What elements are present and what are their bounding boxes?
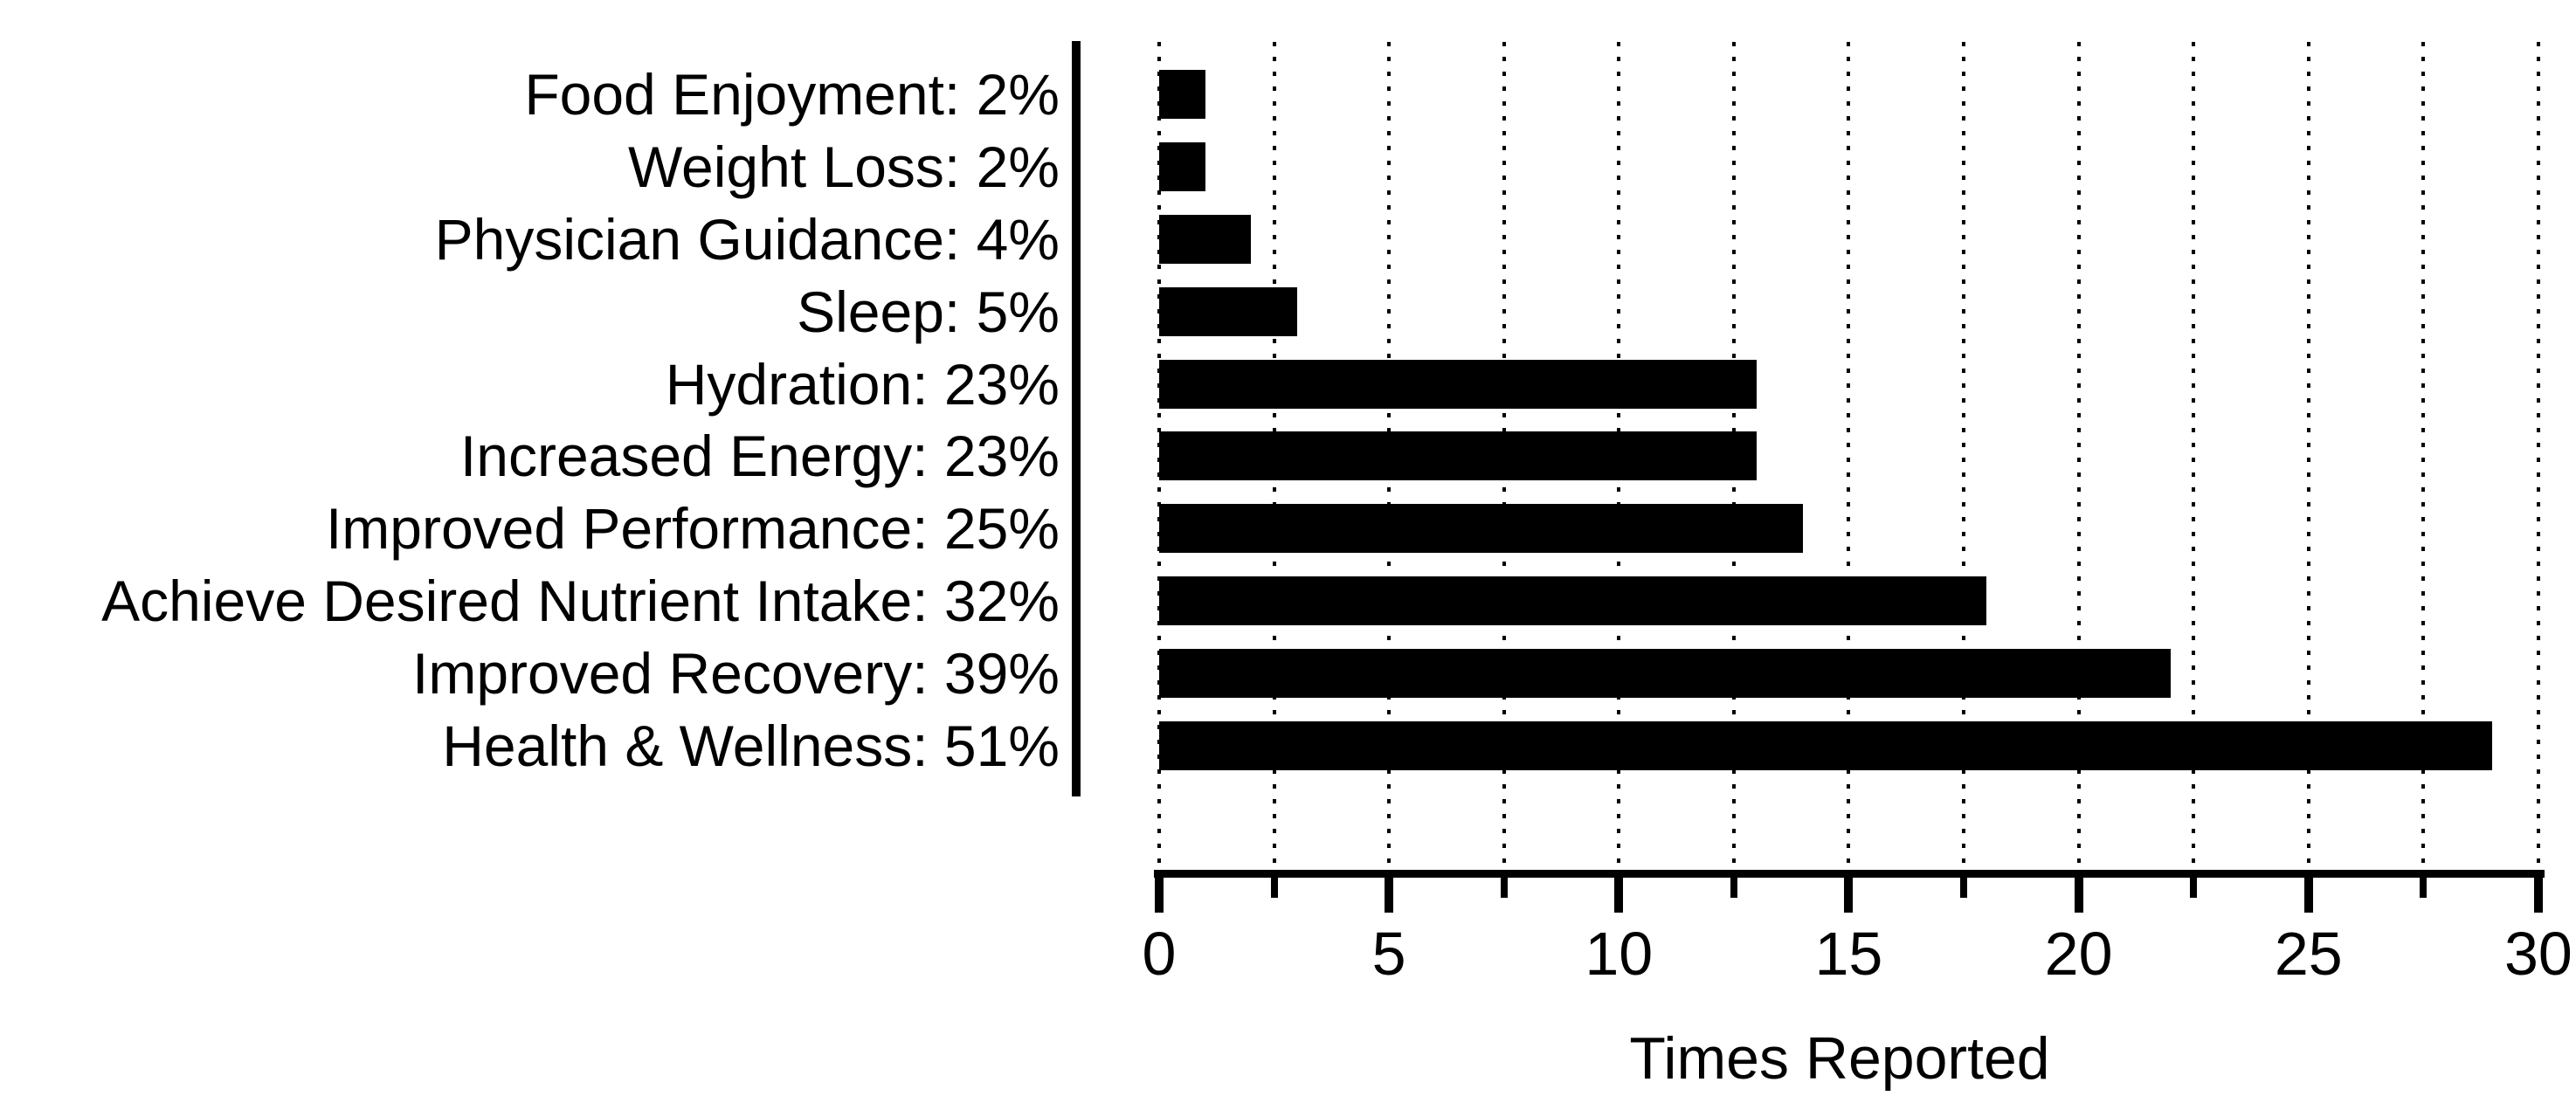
x-axis-major-tick xyxy=(2533,876,2543,913)
category-label: Achieve Desired Nutrient Intake: 32% xyxy=(101,569,1060,634)
category-label: Sleep: 5% xyxy=(797,279,1060,344)
x-axis-major-tick xyxy=(1844,876,1854,913)
x-axis-minor-tick xyxy=(1730,876,1737,898)
x-axis-tick-label: 25 xyxy=(2274,920,2343,988)
x-axis-minor-tick xyxy=(2420,876,2428,898)
category-label: Physician Guidance: 4% xyxy=(434,206,1060,272)
x-axis-major-tick xyxy=(1385,876,1394,913)
gridline xyxy=(2306,42,2310,870)
bar xyxy=(1159,649,2171,699)
x-axis-minor-tick xyxy=(2190,876,2198,898)
category-label: Improved Recovery: 39% xyxy=(412,641,1060,707)
gridline xyxy=(2192,42,2196,870)
x-axis-major-tick xyxy=(2303,876,2313,913)
x-axis-major-tick xyxy=(1155,876,1164,913)
x-axis-title: Times Reported xyxy=(1629,1025,2050,1092)
x-axis-major-tick xyxy=(2074,876,2083,913)
bar xyxy=(1159,141,1205,191)
x-axis-tick-label: 0 xyxy=(1142,920,1177,988)
bar xyxy=(1159,504,1803,554)
x-axis-line xyxy=(1154,870,2545,878)
gridline xyxy=(2421,42,2426,870)
category-label: Health & Wellness: 51% xyxy=(442,714,1060,778)
x-axis-tick-label: 15 xyxy=(1814,920,1883,988)
category-label: Improved Performance: 25% xyxy=(325,496,1060,562)
category-label: Weight Loss: 2% xyxy=(627,134,1060,199)
x-axis-tick-label: 10 xyxy=(1585,920,1654,988)
x-axis-tick-label: 20 xyxy=(2044,920,2113,988)
x-axis-minor-tick xyxy=(1500,876,1508,898)
gridline xyxy=(1847,42,1851,870)
x-axis-tick-label: 30 xyxy=(2503,920,2573,988)
category-label: Increased Energy: 23% xyxy=(459,424,1060,489)
bar xyxy=(1159,431,1758,481)
x-axis-major-tick xyxy=(1614,876,1624,913)
y-axis-line xyxy=(1072,41,1081,796)
gridline xyxy=(2076,42,2081,870)
bar xyxy=(1159,359,1758,409)
bar xyxy=(1159,721,2493,770)
x-axis-minor-tick xyxy=(1960,876,1968,898)
x-axis-minor-tick xyxy=(1270,876,1278,898)
category-label: Food Enjoyment: 2% xyxy=(524,62,1060,127)
bar xyxy=(1159,286,1297,336)
gridline xyxy=(1962,42,1966,870)
bar xyxy=(1159,214,1252,264)
bar xyxy=(1159,70,1205,119)
x-axis-tick-label: 5 xyxy=(1371,920,1406,988)
gridline xyxy=(2536,42,2540,870)
bar xyxy=(1159,576,1987,626)
category-label: Hydration: 23% xyxy=(665,351,1060,417)
